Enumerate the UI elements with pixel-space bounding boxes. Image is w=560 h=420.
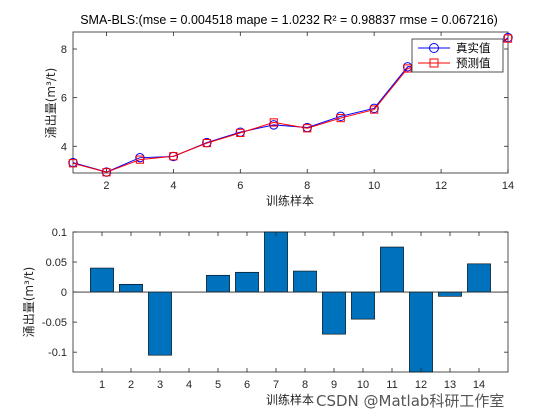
point-predicted [68,159,78,168]
bottom-ylabel-text: 涌出量(m³/t) [22,267,36,338]
bottom-xtick-label: 10 [357,379,369,391]
bar [293,270,317,293]
point-predicted [169,152,178,161]
top-ylabel-text: 涌出量(m³/t) [44,68,58,139]
bottom-xtick-label: 3 [157,379,163,391]
bar [380,246,404,293]
bottom-bars [90,231,491,373]
bottom-ytick-label: 0 [61,287,67,299]
bottom-xtick-label: 13 [444,379,456,391]
top-title-text: SMA-BLS:(mse = 0.004518 mape = 1.0232 R²… [80,13,498,27]
point-actual [269,120,279,130]
point-actual [369,103,379,114]
point-predicted [202,138,211,148]
bottom-xlabel: 训练样本 [266,392,314,407]
legend-marker-predicted [429,58,439,68]
point-actual [135,152,145,163]
bottom-xtick-label: 2 [128,379,134,391]
point-predicted [102,168,111,177]
top-ylabel: 涌出量(m³/t) [44,68,58,139]
top-xtick-label: 10 [368,180,380,192]
bottom-xtick-label: 6 [244,379,250,391]
top-title: SMA-BLS:(mse = 0.004518 mape = 1.0232 R²… [80,13,498,27]
bottom-xtick-label: 7 [273,379,279,391]
top-xtick-label: 14 [502,180,514,192]
legend: 真实值 预测值 [411,38,504,73]
bottom-ytick-label: -0.1 [48,347,67,359]
bottom-xtick-label: 1 [99,379,105,391]
bottom-xtick-label: 12 [415,379,427,391]
legend-label-actual: 真实值 [456,41,491,55]
legend-label-predicted: 预测值 [456,56,491,70]
bottom-xtick-label: 14 [473,379,485,391]
point-actual [335,111,346,122]
watermark: CSDN @Matlab科研工作室 [316,392,505,410]
point-predicted [403,64,412,73]
top-xtick-label: 2 [103,180,109,192]
top-xlabel: 训练样本 [266,193,314,208]
bottom-ytick-label: 0.1 [52,227,67,239]
bottom-xtick-label: 9 [331,379,337,391]
bottom-axes-box [72,231,509,373]
bottom-xtick-label: 11 [386,379,397,391]
bar [119,283,143,293]
legend-marker-actual [429,43,439,53]
bottom-ytick-label: 0.05 [46,257,67,269]
bottom-xtick-label: 5 [215,379,221,391]
bar [351,291,375,320]
bar [148,291,172,356]
bottom-xtick-label: 4 [186,379,192,391]
bar [438,291,462,297]
bottom-ylabel: 涌出量(m³/t) [22,267,36,338]
bar [206,274,230,293]
point-predicted [135,155,145,164]
top-ytick-label: 8 [61,44,67,56]
bar [467,263,491,293]
top-xtick-label: 6 [237,180,243,192]
bar [409,291,433,373]
point-predicted [303,124,312,133]
top-ytick-label: 6 [61,93,67,105]
bottom-xtick-label: 8 [302,379,308,391]
point-predicted [336,113,345,123]
bottom-ytick-label: -0.05 [42,317,67,329]
point-predicted [370,105,379,114]
legend-box [411,38,504,73]
top-ytick-label: 4 [61,141,67,153]
bar [90,267,114,293]
point-predicted [236,128,245,137]
point-predicted [269,118,278,127]
top-xtick-label: 12 [435,180,447,192]
point-predicted [503,34,513,43]
bar [322,291,346,335]
bar [264,231,288,293]
bar [235,271,259,293]
top-xtick-label: 8 [304,180,310,192]
top-xtick-label: 4 [170,180,176,192]
